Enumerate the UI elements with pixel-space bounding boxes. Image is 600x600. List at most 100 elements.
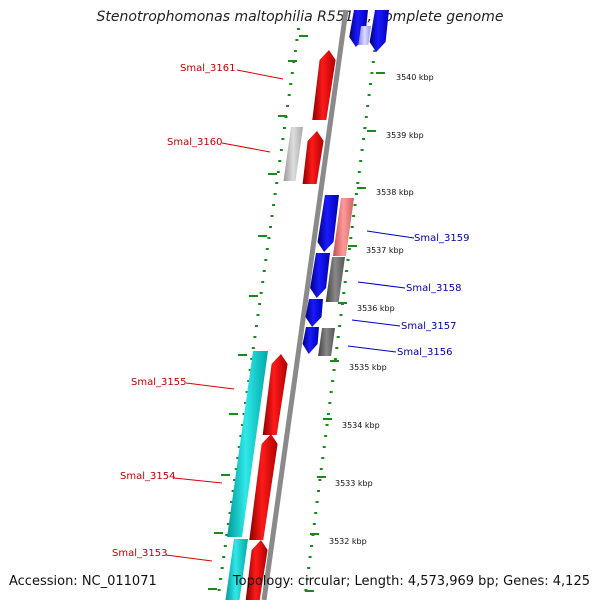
kbp-label: 3533 kbp [335, 479, 373, 488]
minor-tick [359, 160, 363, 162]
minor-tick [261, 281, 265, 283]
minor-tick [279, 149, 283, 151]
gene-smal-3160[interactable] [302, 131, 324, 184]
map-title: Stenotrophomonas maltophilia R551-3, com… [96, 9, 504, 25]
minor-tick [264, 259, 268, 261]
gene-smal-3157[interactable] [305, 299, 324, 327]
kbp-label: 3539 kbp [386, 131, 424, 140]
major-tick [323, 418, 332, 420]
minor-tick [347, 248, 351, 250]
gene-smal-3159-pink[interactable] [332, 198, 354, 256]
minor-tick [324, 435, 328, 437]
minor-tick [329, 391, 333, 393]
gene-smal-3159-blue[interactable] [317, 195, 340, 252]
minor-tick [275, 182, 279, 184]
gene-label-smal-3157[interactable]: Smal_3157 [401, 321, 456, 332]
gene-label-smal-3161[interactable]: Smal_3161 [180, 63, 235, 74]
gene-smal-3158-gray[interactable] [325, 257, 345, 302]
gene-smal-3161[interactable] [312, 50, 336, 120]
minor-tick [240, 424, 244, 426]
major-tick [299, 35, 308, 37]
minor-tick [336, 336, 340, 338]
minor-tick [367, 94, 371, 96]
major-tick [249, 295, 258, 297]
minor-tick [272, 204, 276, 206]
major-tick [338, 302, 347, 304]
gene-label-smal-3158[interactable]: Smal_3158 [406, 283, 461, 294]
gene-labels: Smal_3161 Smal_3160 Smal_3155 Smal_3154 … [112, 63, 469, 559]
major-tick [258, 235, 267, 237]
minor-tick [326, 413, 330, 415]
major-tick [317, 476, 326, 478]
minor-tick [290, 72, 294, 74]
minor-tick [328, 402, 332, 404]
minor-tick [297, 28, 300, 30]
minor-tick [366, 105, 370, 107]
minor-tick [236, 457, 240, 459]
minor-tick [225, 534, 229, 536]
major-tick [288, 60, 297, 62]
minor-tick [322, 446, 326, 448]
gene-smal-3160-gray[interactable] [283, 127, 304, 181]
minor-tick [289, 83, 293, 85]
accession-text: Accession: NC_011071 [9, 574, 157, 589]
gene-label-smal-3155[interactable]: Smal_3155 [131, 377, 186, 388]
minor-tick [373, 50, 377, 52]
minor-tick [317, 490, 320, 492]
gene-cyan-lower[interactable] [225, 539, 249, 600]
kbp-label: 3532 kbp [329, 537, 367, 546]
gene-label-smal-3154[interactable]: Smal_3154 [120, 471, 175, 482]
minor-tick [287, 94, 291, 96]
minor-tick [353, 204, 357, 206]
gene-smal-3155[interactable] [262, 354, 288, 435]
minor-tick [222, 556, 226, 558]
major-tick [305, 590, 314, 592]
minor-tick [254, 325, 258, 327]
kbp-label: 3538 kbp [376, 188, 414, 197]
minor-tick [360, 149, 364, 151]
minor-tick [332, 369, 336, 371]
gene-label-smal-3159[interactable]: Smal_3159 [414, 233, 469, 244]
minor-tick [319, 468, 323, 470]
major-tick [348, 245, 357, 247]
minor-tick [228, 512, 232, 514]
kbp-label: 3537 kbp [366, 246, 404, 255]
minor-tick [259, 292, 263, 294]
minor-tick [318, 479, 322, 481]
gene-top-blue-2[interactable] [369, 10, 389, 52]
minor-tick [305, 578, 309, 580]
minor-tick [244, 402, 247, 404]
gene-top-lightblue[interactable] [358, 26, 371, 45]
gene-label-smal-3153[interactable]: Smal_3153 [112, 548, 167, 559]
minor-tick [364, 116, 368, 118]
minor-tick [352, 215, 356, 217]
minor-tick [293, 50, 297, 52]
major-tick [268, 173, 277, 175]
major-tick [229, 413, 238, 415]
minor-tick [354, 193, 358, 195]
gene-label-smal-3160[interactable]: Smal_3160 [167, 137, 222, 148]
minor-tick [283, 127, 286, 129]
minor-tick [248, 369, 252, 371]
minor-tick [325, 424, 329, 426]
minor-tick [226, 523, 230, 525]
major-tick [367, 130, 376, 132]
major-tick [221, 474, 230, 476]
gene-smal-3154[interactable] [249, 434, 278, 540]
minor-tick [281, 138, 285, 140]
gene-cyan-upper[interactable] [227, 351, 268, 537]
gene-smal-3156-blue[interactable] [302, 327, 319, 354]
minor-tick [273, 193, 277, 195]
gene-smal-3156-gray[interactable] [318, 328, 335, 356]
major-tick [214, 532, 223, 534]
minor-tick [331, 380, 335, 382]
gene-smal-3158-blue[interactable] [310, 253, 330, 298]
gene-smal-3153[interactable] [245, 540, 268, 600]
minor-tick [251, 347, 255, 349]
minor-tick [295, 39, 299, 41]
gene-label-smal-3156[interactable]: Smal_3156 [397, 347, 452, 358]
major-tick [238, 354, 247, 356]
genome-backbone [261, 9, 349, 600]
minor-tick [239, 435, 243, 437]
